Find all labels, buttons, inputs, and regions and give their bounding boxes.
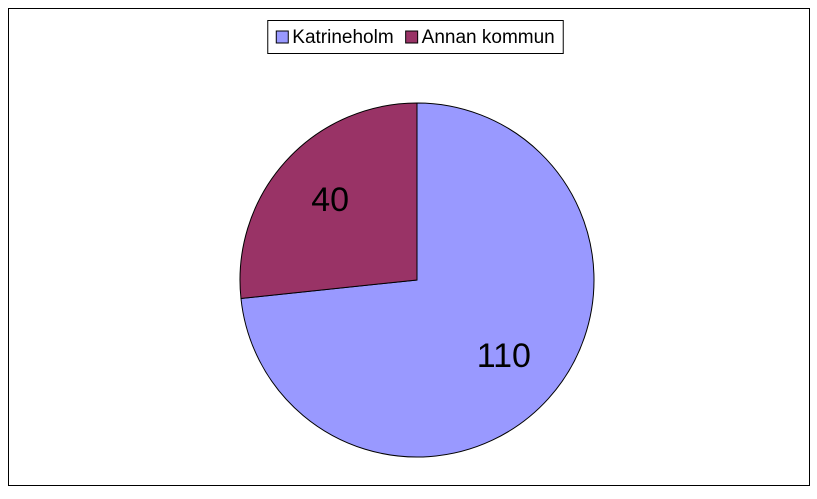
legend: Katrineholm Annan kommun	[267, 20, 564, 54]
legend-swatch	[275, 30, 289, 44]
legend-label: Annan kommun	[422, 27, 555, 48]
pie-slice	[239, 102, 418, 300]
legend-label: Katrineholm	[292, 27, 393, 48]
data-label: 40	[311, 181, 349, 219]
legend-swatch	[405, 30, 419, 44]
data-label: 110	[477, 337, 531, 375]
